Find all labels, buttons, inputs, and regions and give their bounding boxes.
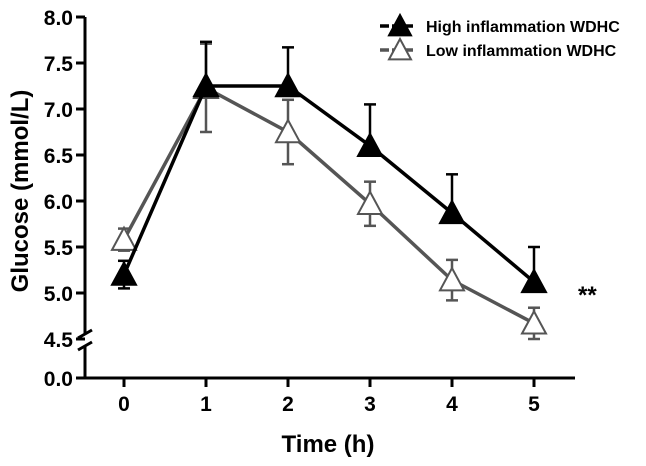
x-tick-label: 1 [200,393,212,416]
y-axis-title: Glucose (mmol/L) [7,90,34,293]
y-tick-label: 7.0 [44,99,73,122]
y-tick-label: 5.0 [44,283,73,306]
x-tick-label: 2 [282,393,294,416]
y-tick-label: 6.5 [44,145,74,168]
data-point [274,117,302,144]
legend: High inflammation WDHC Low inflammation W… [380,12,620,61]
legend-label: Low inflammation WDHC [426,43,617,60]
y-tick-label: 7.5 [44,53,74,76]
x-axis-title: Time (h) [282,431,375,458]
x-tick-label: 0 [118,393,130,416]
y-tick-label: 4.5 [44,329,74,352]
data-point [192,71,220,98]
x-tick-label: 4 [446,393,458,416]
y-axis-break [77,328,93,352]
series-high-inflammation [110,40,548,294]
y-tick-label: 0.0 [44,368,73,391]
axis-break-mark [77,340,93,352]
legend-marker [387,36,413,61]
annotations: ** [578,282,597,309]
data-point [520,267,548,294]
data-point [110,225,138,251]
series-line [122,85,535,325]
axis-break-mark [77,328,93,340]
data-point [356,131,384,157]
x-tick-label: 3 [364,393,376,416]
axes: 0.0 4.5 5.0 5.5 6.0 6.5 7.0 7.5 8.0 0 1 2 3 4 5 [44,7,575,416]
data-point [356,189,384,215]
significance-annotation: ** [578,282,597,309]
series-group [110,40,548,341]
y-tick-label: 8.0 [44,7,73,30]
x-tick-label: 5 [528,393,540,416]
series-line [122,84,536,284]
data-point [274,71,302,98]
series-low-inflammation [110,42,548,341]
y-tick-label: 5.5 [44,237,74,260]
y-tick-label: 6.0 [44,191,73,214]
legend-marker [387,12,413,37]
data-point [520,309,548,335]
data-point [438,266,466,292]
data-point [110,260,138,286]
legend-label: High inflammation WDHC [426,19,620,36]
data-point [438,198,466,225]
